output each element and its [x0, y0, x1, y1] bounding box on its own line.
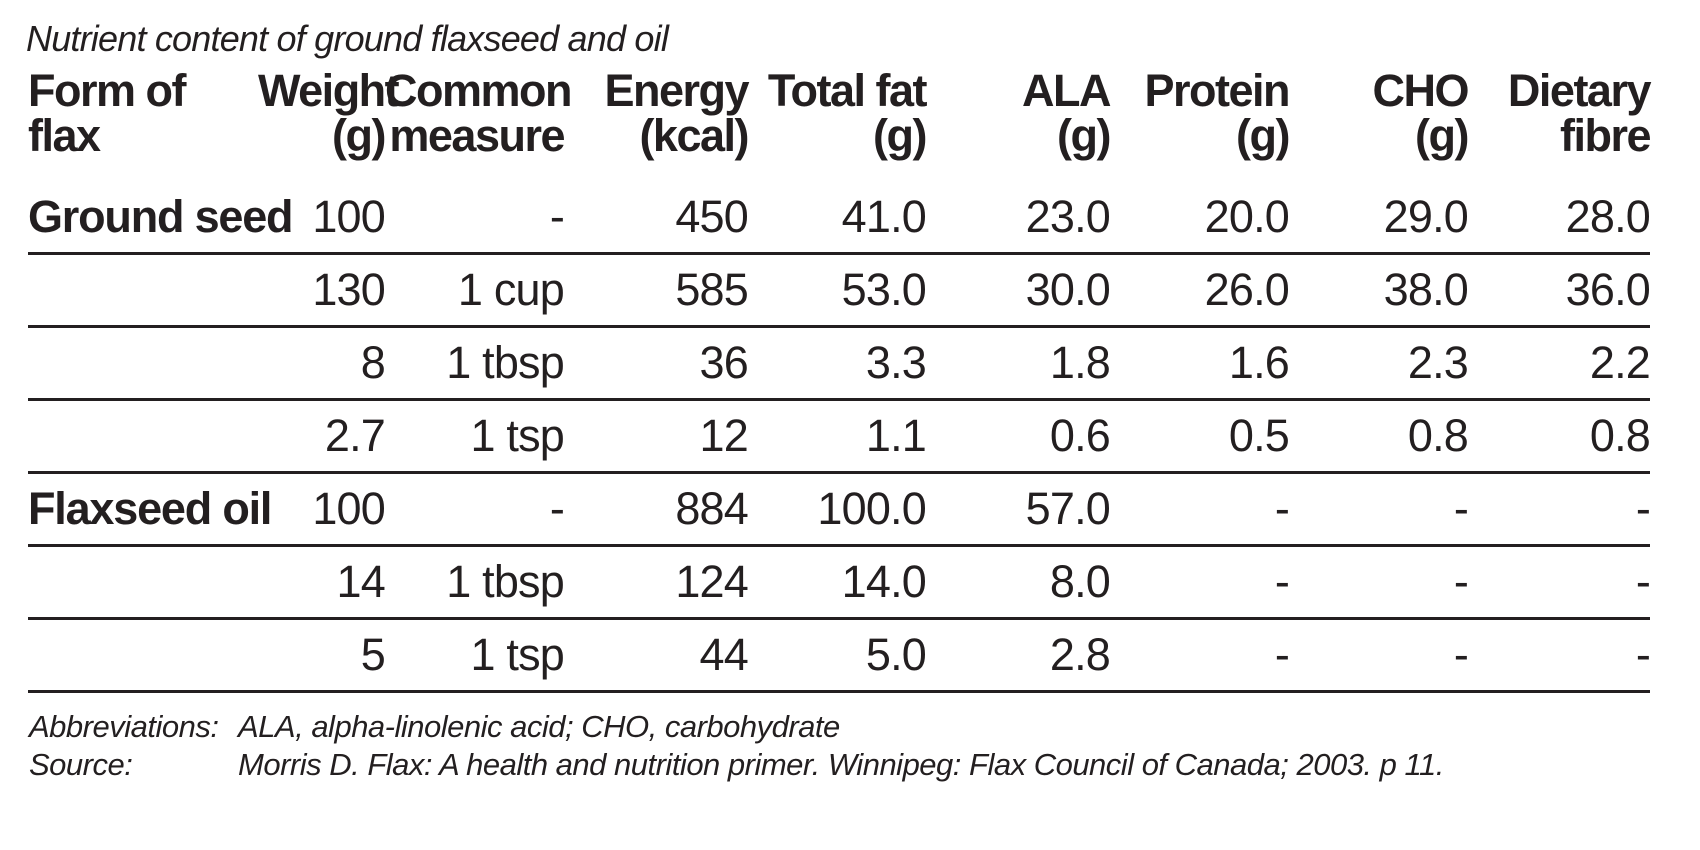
- cell-energy: 124: [564, 545, 749, 620]
- table-body: Ground seed 100 - 450 41.0 23.0 20.0 29.…: [28, 182, 1651, 693]
- header-total-fat: Total fat (g): [767, 65, 928, 161]
- cell-weight: 100: [258, 182, 386, 255]
- cell-fibre: -: [1468, 618, 1651, 693]
- cell-energy: 44: [564, 618, 749, 693]
- cell-cho: 38.0: [1289, 253, 1469, 328]
- cell-fibre: 2.2: [1468, 326, 1651, 401]
- cell-measure: 1 cup: [385, 253, 565, 328]
- cell-measure: 1 tsp: [385, 399, 565, 474]
- cell-total-fat: 5.0: [748, 618, 927, 693]
- cell-protein: 0.5: [1110, 399, 1290, 474]
- footnotes: Abbreviations: ALA, alpha-linolenic acid…: [29, 708, 1444, 784]
- footnote-abbreviations: Abbreviations: ALA, alpha-linolenic acid…: [29, 708, 1444, 746]
- nutrient-table: Form of flax Weight (g) Common measure Ener…: [28, 65, 1652, 693]
- table-row-flaxseed-oil-1tbsp: 14 1 tbsp 124 14.0 8.0 - - -: [28, 545, 1651, 620]
- abbreviations-text: ALA, alpha-linolenic acid; CHO, carbohyd…: [238, 709, 840, 744]
- header-common-measure: Common measure: [385, 65, 573, 161]
- cell-ala: 0.6: [926, 399, 1111, 474]
- cell-measure: 1 tbsp: [385, 326, 565, 401]
- cell-fibre: -: [1468, 545, 1651, 620]
- cell-cho: -: [1289, 545, 1469, 620]
- cell-protein: -: [1110, 618, 1290, 693]
- cell-energy: 36: [564, 326, 749, 401]
- cell-weight: 8: [258, 326, 386, 401]
- cell-measure: 1 tbsp: [385, 545, 565, 620]
- footnote-source: Source: Morris D. Flax: A health and nut…: [29, 746, 1444, 784]
- cell-energy: 884: [564, 472, 749, 547]
- table-row-ground-seed-1tbsp: 8 1 tbsp 36 3.3 1.8 1.6 2.3 2.2: [28, 326, 1651, 401]
- cell-total-fat: 14.0: [748, 545, 927, 620]
- cell-fibre: -: [1468, 472, 1651, 547]
- cell-form: [28, 399, 258, 474]
- cell-measure: -: [385, 182, 565, 255]
- cell-weight: 14: [258, 545, 386, 620]
- header-dietary-fibre: Dietary fibre: [1507, 65, 1652, 161]
- cell-cho: 2.3: [1289, 326, 1469, 401]
- cell-measure: 1 tsp: [385, 618, 565, 693]
- cell-form: [28, 326, 258, 401]
- cell-weight: 100: [258, 472, 386, 547]
- cell-protein: -: [1110, 472, 1290, 547]
- cell-form: [28, 545, 258, 620]
- cell-energy: 12: [564, 399, 749, 474]
- cell-total-fat: 41.0: [748, 182, 927, 255]
- cell-protein: 20.0: [1110, 182, 1290, 255]
- cell-ala: 2.8: [926, 618, 1111, 693]
- cell-form: [28, 253, 258, 328]
- cell-protein: 26.0: [1110, 253, 1290, 328]
- cell-protein: 1.6: [1110, 326, 1290, 401]
- header-ala: ALA (g): [1022, 65, 1111, 161]
- cell-ala: 23.0: [926, 182, 1111, 255]
- cell-weight: 5: [258, 618, 386, 693]
- cell-total-fat: 3.3: [748, 326, 927, 401]
- cell-cho: 29.0: [1289, 182, 1469, 255]
- cell-protein: -: [1110, 545, 1290, 620]
- table-row-ground-seed-1tsp: 2.7 1 tsp 12 1.1 0.6 0.5 0.8 0.8: [28, 399, 1651, 474]
- cell-cho: -: [1289, 472, 1469, 547]
- header-cho: CHO (g): [1372, 65, 1470, 161]
- header-protein: Protein (g): [1144, 65, 1290, 161]
- source-label: Source:: [29, 747, 133, 782]
- table-row-ground-seed-100g: Ground seed 100 - 450 41.0 23.0 20.0 29.…: [28, 182, 1651, 255]
- source-text: Morris D. Flax: A health and nutrition p…: [238, 747, 1444, 782]
- cell-total-fat: 53.0: [748, 253, 927, 328]
- cell-ala: 57.0: [926, 472, 1111, 547]
- cell-ala: 8.0: [926, 545, 1111, 620]
- cell-weight: 130: [258, 253, 386, 328]
- cell-energy: 450: [564, 182, 749, 255]
- cell-form: Flaxseed oil: [28, 472, 272, 547]
- cell-fibre: 0.8: [1468, 399, 1651, 474]
- table-caption: Nutrient content of ground flaxseed and …: [26, 18, 669, 59]
- header-weight: Weight (g): [258, 65, 400, 161]
- table-row-ground-seed-1cup: 130 1 cup 585 53.0 30.0 26.0 38.0 36.0: [28, 253, 1651, 328]
- cell-cho: -: [1289, 618, 1469, 693]
- cell-energy: 585: [564, 253, 749, 328]
- cell-form: Ground seed: [28, 182, 294, 255]
- abbreviations-label: Abbreviations:: [29, 709, 219, 744]
- cell-weight: 2.7: [258, 399, 386, 474]
- table-row-flaxseed-oil-1tsp: 5 1 tsp 44 5.0 2.8 - - -: [28, 618, 1651, 693]
- cell-total-fat: 100.0: [748, 472, 927, 547]
- cell-measure: -: [385, 472, 565, 547]
- table-header: Form of flax Weight (g) Common measure Ener…: [28, 65, 1652, 182]
- header-energy: Energy (kcal): [604, 65, 749, 161]
- cell-ala: 30.0: [926, 253, 1111, 328]
- cell-form: [28, 618, 258, 693]
- cell-fibre: 36.0: [1468, 253, 1651, 328]
- header-row: Form of flax Weight (g) Common measure Ener…: [28, 65, 1652, 182]
- cell-total-fat: 1.1: [748, 399, 927, 474]
- table-row-flaxseed-oil-100g: Flaxseed oil 100 - 884 100.0 57.0 - - -: [28, 472, 1651, 547]
- cell-cho: 0.8: [1289, 399, 1469, 474]
- cell-fibre: 28.0: [1468, 182, 1651, 255]
- cell-ala: 1.8: [926, 326, 1111, 401]
- header-form-of-flax: Form of flax: [28, 65, 186, 161]
